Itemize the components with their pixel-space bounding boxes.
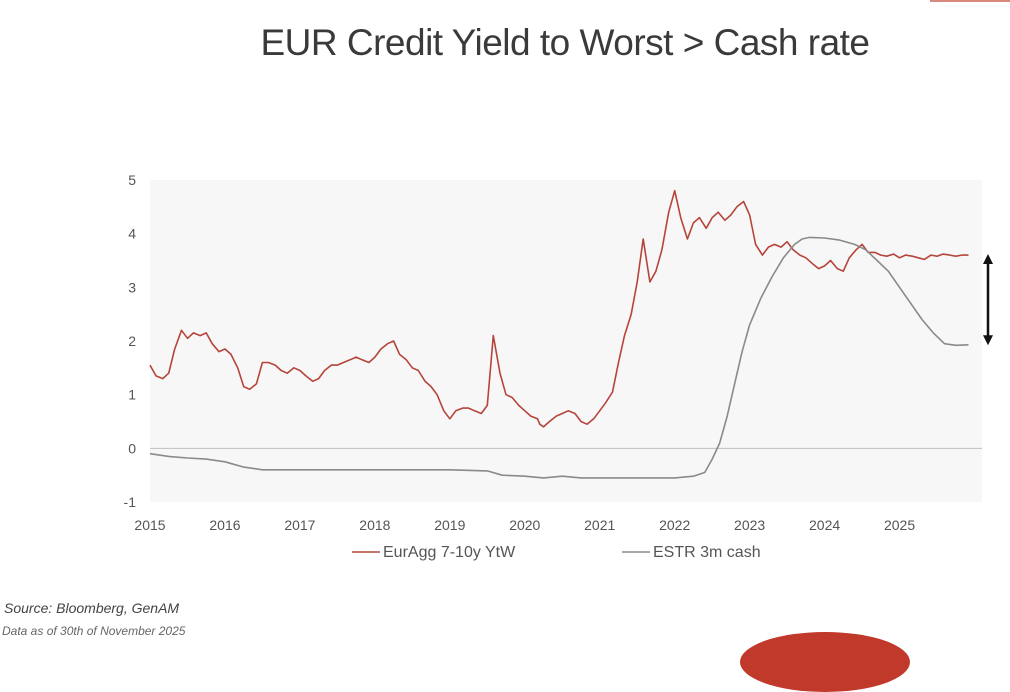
series-line-euragg-ytw: [149, 189, 969, 428]
chart-svg: -1 0 1 2 3 4 5 2015 2016 2017 2018 2019 2020 2021 2022…: [124, 172, 993, 561]
source-note: Source: Bloomberg, GenAM: [4, 600, 180, 616]
chart: -1 0 1 2 3 4 5 2015 2016 2017 2018 2019 2020 2021 2022…: [124, 172, 993, 561]
x-tick-label: 2024: [809, 517, 840, 533]
x-tick-label: 2025: [884, 517, 915, 533]
x-tick-label: 2023: [734, 517, 765, 533]
x-tick-label: 2015: [134, 517, 165, 533]
decorative-shape: [740, 632, 910, 692]
as-of-note: Data as of 30th of November 2025: [2, 624, 186, 638]
series-line-estr-cash: [149, 236, 969, 479]
spread-arrow-head-top: [983, 254, 993, 265]
x-tick-label: 2017: [284, 517, 315, 533]
y-tick-label: 0: [128, 440, 136, 456]
x-tick-label: 2016: [209, 517, 240, 533]
page-title: EUR Credit Yield to Worst > Cash rate: [260, 22, 870, 63]
spread-arrow-head-bottom: [983, 335, 993, 346]
y-tick-label: 3: [128, 279, 136, 295]
x-tick-label: 2018: [359, 517, 390, 533]
x-tick-label: 2019: [434, 517, 465, 533]
legend-label: ESTR 3m cash: [653, 544, 761, 561]
y-tick-label: 4: [128, 226, 136, 242]
x-tick-label: 2022: [659, 517, 690, 533]
x-tick-label: 2020: [509, 517, 540, 533]
plot-area: [150, 180, 982, 502]
y-tick-label: 5: [128, 172, 136, 188]
x-tick-label: 2021: [584, 517, 615, 533]
legend-label: EurAgg 7-10y YtW: [383, 544, 516, 561]
top-accent-line: [930, 0, 1010, 2]
y-tick-label: -1: [124, 494, 137, 510]
y-tick-label: 2: [128, 333, 136, 349]
y-tick-label: 1: [128, 387, 136, 403]
